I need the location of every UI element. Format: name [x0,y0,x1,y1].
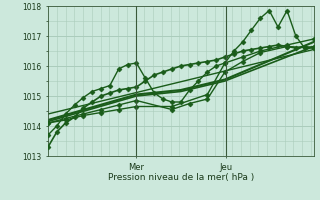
X-axis label: Pression niveau de la mer( hPa ): Pression niveau de la mer( hPa ) [108,173,254,182]
